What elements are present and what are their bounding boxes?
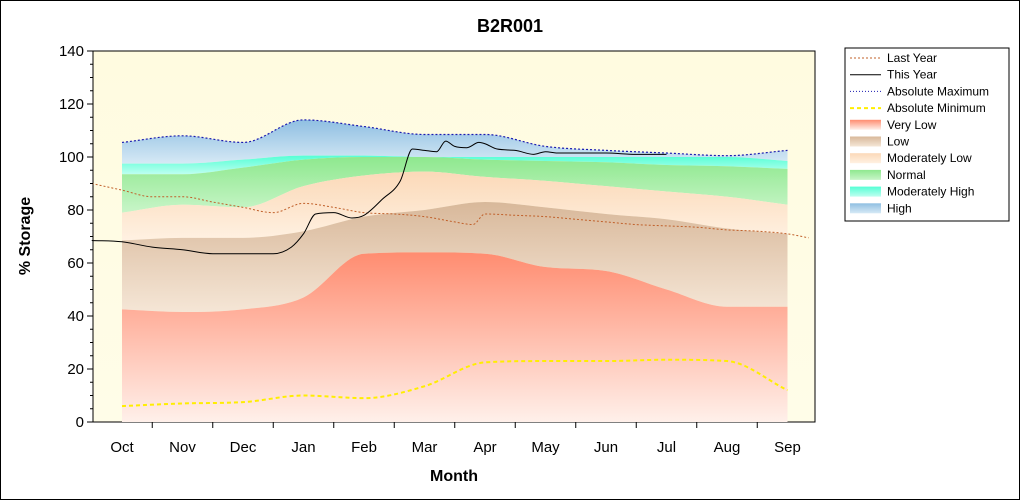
legend-label-last-year: Last Year — [887, 51, 937, 65]
x-tick-label: May — [531, 439, 560, 456]
legend-swatch-moderately-high — [850, 186, 881, 197]
y-tick-label: 0 — [76, 414, 84, 431]
band-moderately-low — [122, 171, 788, 241]
x-tick-label: Apr — [473, 439, 496, 456]
legend-label-absolute-maximum: Absolute Maximum — [887, 84, 989, 98]
legend-label-very-low: Very Low — [887, 118, 937, 132]
legend-label-moderately-high: Moderately High — [887, 185, 974, 199]
legend-label-moderately-low: Moderately Low — [887, 151, 972, 165]
y-tick-label: 100 — [59, 149, 84, 166]
series-absolute-minimum-line — [121, 358, 788, 408]
legend-swatch-moderately-low — [850, 153, 881, 164]
y-tick-label: 60 — [67, 255, 84, 272]
y-tick-label: 120 — [59, 96, 84, 113]
chart-title: B2R001 — [477, 16, 543, 36]
y-tick-label: 140 — [59, 43, 84, 60]
x-tick-label: Jun — [594, 439, 618, 456]
series-last-year-line — [91, 183, 809, 239]
y-tick-label: 40 — [67, 308, 84, 325]
y-axis-title: % Storage — [17, 197, 34, 275]
legend: Last Year This Year Absolute Maximum Absolu… — [844, 47, 1010, 222]
band-very-low — [122, 252, 788, 422]
x-tick-label: Mar — [412, 439, 438, 456]
legend-swatch-low — [850, 136, 881, 147]
x-tick-label: Dec — [230, 439, 257, 456]
x-tick-label: Jul — [657, 439, 676, 456]
y-tick-label: 80 — [67, 202, 84, 219]
y-tick-label: 20 — [67, 361, 84, 378]
band-normal — [122, 157, 788, 213]
x-tick-label: Jan — [291, 439, 315, 456]
series-this-year-line — [91, 140, 667, 255]
band-low — [122, 202, 788, 313]
legend-swatch-high — [850, 203, 881, 214]
legend-swatch-very-low — [850, 119, 881, 130]
legend-label-low: Low — [887, 135, 909, 149]
legend-swatch-normal — [850, 169, 881, 180]
legend-label-this-year: This Year — [887, 68, 937, 82]
band-moderately-high — [122, 155, 788, 175]
legend-label-high: High — [887, 201, 912, 215]
legend-label-normal: Normal — [887, 168, 926, 182]
series-absolute-maximum-line — [121, 119, 788, 157]
legend-label-absolute-minimum: Absolute Minimum — [887, 101, 986, 115]
x-tick-label: Feb — [351, 439, 377, 456]
x-tick-label: Aug — [714, 439, 741, 456]
x-tick-label: Sep — [774, 439, 801, 456]
x-tick-label: Oct — [110, 439, 134, 456]
band-high — [122, 119, 788, 164]
x-tick-label: Nov — [169, 439, 196, 456]
x-axis-title: Month — [430, 468, 478, 485]
